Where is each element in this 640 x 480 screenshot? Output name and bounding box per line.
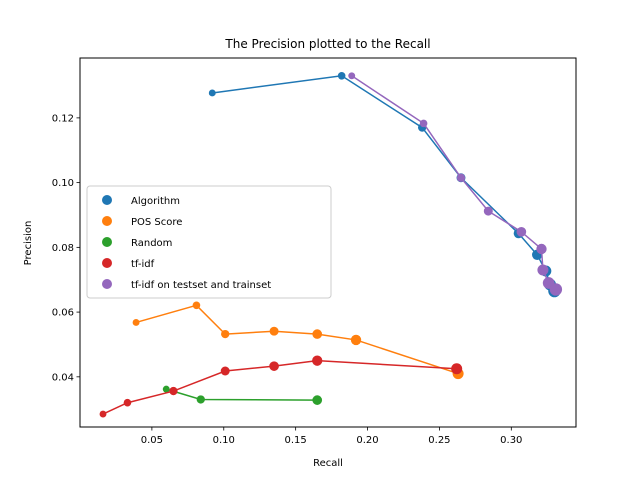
legend-label-algorithm: Algorithm (131, 196, 180, 207)
data-point-tf-idf (312, 355, 323, 366)
y-axis-label: Precision (23, 221, 34, 266)
data-point-tf-idf-on-testset-and-trainset (419, 119, 428, 128)
data-point-algorithm (208, 89, 216, 97)
x-tick-label: 0.15 (285, 435, 307, 446)
x-tick-label: 0.25 (428, 435, 450, 446)
x-tick-label: 0.05 (141, 435, 163, 446)
x-axis-label: Recall (313, 458, 343, 469)
y-tick-label: 0.08 (52, 243, 74, 254)
chart-title: The Precision plotted to the Recall (224, 37, 430, 51)
axes-frame (79, 57, 577, 428)
legend-box (86, 185, 332, 299)
data-point-tf-idf-on-testset-and-trainset (536, 243, 547, 255)
x-tick-label: 0.10 (213, 435, 235, 446)
data-point-tf-idf (99, 410, 107, 418)
data-point-pos-score (350, 334, 362, 346)
legend-label-pos-score: POS Score (131, 217, 182, 228)
data-point-tf-idf (451, 363, 463, 375)
data-point-pos-score (192, 301, 201, 310)
data-point-tf-idf (269, 361, 279, 371)
data-point-random (196, 395, 205, 404)
series-tf-idf (99, 355, 463, 418)
series-tf-idf-on-testset-and-trainset (348, 72, 563, 296)
data-point-tf-idf-on-testset-and-trainset (549, 283, 563, 296)
legend: Algorithm POS Score Random tf-idf tf-idf on … (86, 185, 332, 299)
legend-marker-algorithm (102, 195, 112, 205)
data-point-random (312, 395, 323, 405)
data-point-tf-idf-on-testset-and-trainset (456, 173, 466, 182)
legend-marker-random (102, 237, 112, 247)
x-tick-label: 0.30 (500, 435, 522, 446)
y-tick-label: 0.10 (52, 178, 74, 189)
data-point-pos-score (312, 329, 323, 339)
data-point-tf-idf-on-testset-and-trainset (348, 72, 356, 80)
x-tick-label: 0.20 (356, 435, 378, 446)
plot-area (99, 72, 563, 418)
data-point-tf-idf (220, 366, 230, 376)
data-point-tf-idf-on-testset-and-trainset (483, 206, 493, 216)
x-axis: 0.05 0.10 0.15 0.20 0.25 0.30 (141, 427, 522, 446)
y-tick-label: 0.04 (52, 372, 74, 383)
data-point-tf-idf-on-testset-and-trainset (537, 264, 549, 276)
legend-label-random: Random (131, 238, 172, 249)
y-axis: 0.04 0.06 0.08 0.10 0.12 (52, 113, 80, 383)
data-point-pos-score (221, 329, 230, 339)
data-point-algorithm (337, 72, 346, 80)
y-tick-label: 0.06 (52, 308, 74, 319)
legend-marker-tf-idf (102, 258, 112, 268)
data-point-pos-score (269, 326, 279, 336)
legend-label-tf-idf: tf-idf (131, 259, 155, 270)
legend-marker-pos-score (102, 216, 112, 226)
y-tick-label: 0.12 (52, 113, 74, 124)
legend-marker-tf-idf-on-testset-and-trainset (102, 279, 112, 289)
data-point-pos-score (132, 319, 140, 326)
data-point-random (162, 385, 170, 393)
series-random (162, 385, 323, 405)
data-point-tf-idf-on-testset-and-trainset (516, 226, 527, 237)
data-point-tf-idf (123, 398, 132, 407)
legend-label-tf-idf-on-testset-and-trainset: tf-idf on testset and trainset (131, 280, 271, 291)
data-point-tf-idf (169, 386, 178, 396)
